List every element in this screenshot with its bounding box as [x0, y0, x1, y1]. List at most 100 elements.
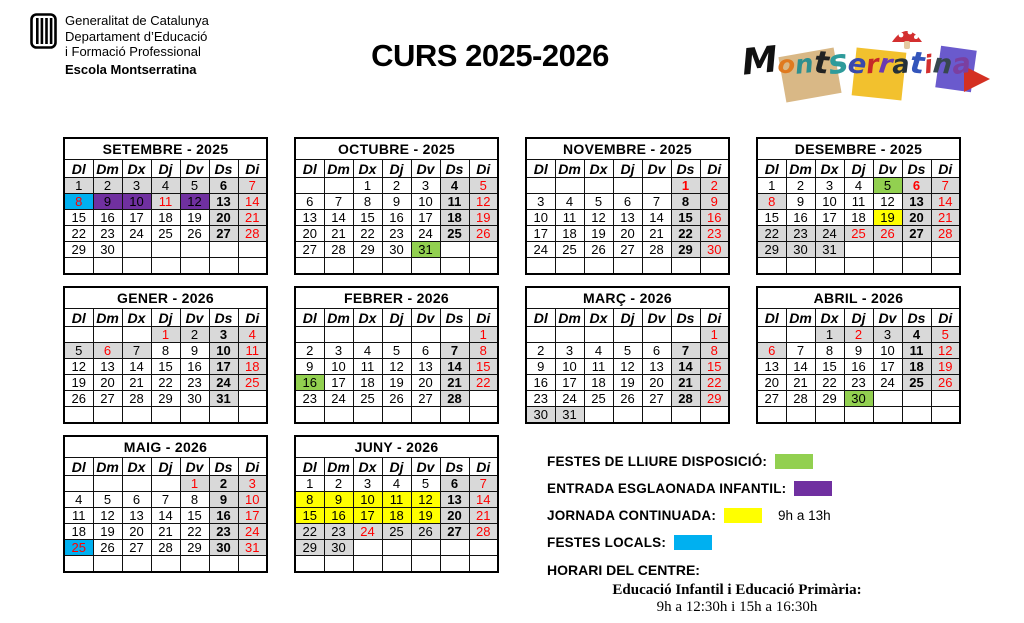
org-header: Generalitat de Catalunya Departament d’E…	[30, 13, 209, 77]
day-cell: 4	[237, 326, 268, 343]
day-cell: 8	[814, 342, 845, 359]
day-cell: 10	[525, 209, 556, 226]
day-cell: 29	[294, 539, 325, 556]
day-cell: 14	[121, 358, 152, 375]
day-cell: 10	[872, 342, 903, 359]
day-cell: 20	[121, 523, 152, 540]
day-cell	[323, 326, 354, 343]
day-cell: 23	[208, 523, 239, 540]
day-cell: 29	[352, 241, 383, 258]
day-cell: 11	[583, 358, 614, 375]
day-cell: 29	[179, 539, 210, 556]
day-cell	[121, 257, 152, 275]
day-cell: 6	[641, 342, 672, 359]
day-cell	[121, 555, 152, 573]
month-calendar: MARÇ - 2026 Dl Dm Dx Dj Dv Ds Di 1 2 3 4 5 6 7 8 9 10 11 12…	[525, 286, 730, 424]
day-cell: 28	[670, 390, 701, 407]
schedule-group: Educació Infantil i Educació Primària:	[612, 582, 862, 598]
day-cell	[179, 257, 210, 275]
day-cell	[381, 326, 412, 343]
weekday-header: Dx	[121, 457, 152, 476]
day-cell	[323, 177, 354, 194]
day-cell	[63, 406, 94, 424]
day-cell: 13	[641, 358, 672, 375]
day-cell: 28	[641, 241, 672, 258]
day-cell: 31	[237, 539, 268, 556]
day-cell: 15	[699, 358, 730, 375]
day-cell	[381, 257, 412, 275]
day-cell: 30	[381, 241, 412, 258]
schedule-title: HORARI DEL CENTRE:	[547, 562, 700, 578]
day-cell: 14	[237, 193, 268, 210]
weekday-header: Dl	[63, 308, 94, 327]
weekday-header: Dl	[756, 308, 787, 327]
day-cell: 25	[352, 390, 383, 407]
day-cell: 12	[63, 358, 94, 375]
schedule-hours: 9h a 12:30h i 15h a 16:30h	[656, 599, 818, 615]
day-cell: 9	[381, 193, 412, 210]
day-cell: 1	[756, 177, 787, 194]
day-cell	[294, 257, 325, 275]
day-cell: 15	[352, 209, 383, 226]
day-cell: 17	[352, 507, 383, 524]
day-cell: 27	[92, 390, 123, 407]
legend-items: FESTES DE LLIURE DISPOSICIÓ: ENTRADA ESGL…	[547, 448, 987, 556]
month-calendar: SETEMBRE - 2025 Dl Dm Dx Dj Dv Ds Di 1 2 3 4 5 6 7 8 9 10…	[63, 137, 268, 275]
day-cell: 26	[612, 390, 643, 407]
day-cell	[641, 177, 672, 194]
day-cell: 21	[150, 523, 181, 540]
day-cell: 7	[641, 193, 672, 210]
org-line: i Formació Professional	[65, 44, 201, 59]
day-cell: 4	[63, 491, 94, 508]
day-cell: 21	[121, 374, 152, 391]
day-cell: 21	[930, 209, 961, 226]
weekday-header: Di	[699, 308, 730, 327]
weekday-header: Dj	[150, 159, 181, 178]
weekday-header: Dx	[583, 308, 614, 327]
day-cell: 22	[814, 374, 845, 391]
day-cell: 19	[468, 209, 499, 226]
day-cell: 2	[179, 326, 210, 343]
weekday-header: Di	[468, 159, 499, 178]
day-cell	[525, 177, 556, 194]
day-cell: 19	[63, 374, 94, 391]
weekday-header: Ds	[208, 308, 239, 327]
day-cell: 14	[439, 358, 470, 375]
weekday-header: Di	[237, 159, 268, 178]
weekday-header: Di	[237, 308, 268, 327]
weekday-header: Di	[237, 457, 268, 476]
day-cell	[930, 406, 961, 424]
weekday-header: Dv	[410, 308, 441, 327]
month-calendar: DESEMBRE - 2025 Dl Dm Dx Dj Dv Ds Di 1 2 3 4 5 6 7 8 9 10…	[756, 137, 961, 275]
weekday-header: Dv	[179, 159, 210, 178]
day-cell: 2	[699, 177, 730, 194]
day-cell: 17	[410, 209, 441, 226]
weekday-header: Dv	[641, 308, 672, 327]
day-cell: 10	[352, 491, 383, 508]
day-cell: 22	[468, 374, 499, 391]
day-cell	[208, 257, 239, 275]
day-cell: 21	[323, 225, 354, 242]
day-cell: 16	[785, 209, 816, 226]
day-cell: 15	[468, 358, 499, 375]
legend-row: JORNADA CONTINUADA: 9h a 13h	[547, 502, 987, 529]
day-cell: 16	[323, 507, 354, 524]
day-cell	[121, 406, 152, 424]
day-cell	[468, 539, 499, 556]
day-cell	[121, 475, 152, 492]
day-cell	[930, 257, 961, 275]
day-cell	[785, 406, 816, 424]
day-cell	[901, 241, 932, 258]
day-cell	[843, 406, 874, 424]
day-cell: 16	[208, 507, 239, 524]
month-title: DESEMBRE - 2025	[756, 137, 961, 160]
day-cell: 13	[410, 358, 441, 375]
weekday-header: Dm	[554, 308, 585, 327]
day-cell: 23	[92, 225, 123, 242]
day-cell: 25	[439, 225, 470, 242]
day-cell: 24	[554, 390, 585, 407]
day-cell: 5	[410, 475, 441, 492]
day-cell: 8	[699, 342, 730, 359]
day-cell: 11	[237, 342, 268, 359]
day-cell	[352, 326, 383, 343]
